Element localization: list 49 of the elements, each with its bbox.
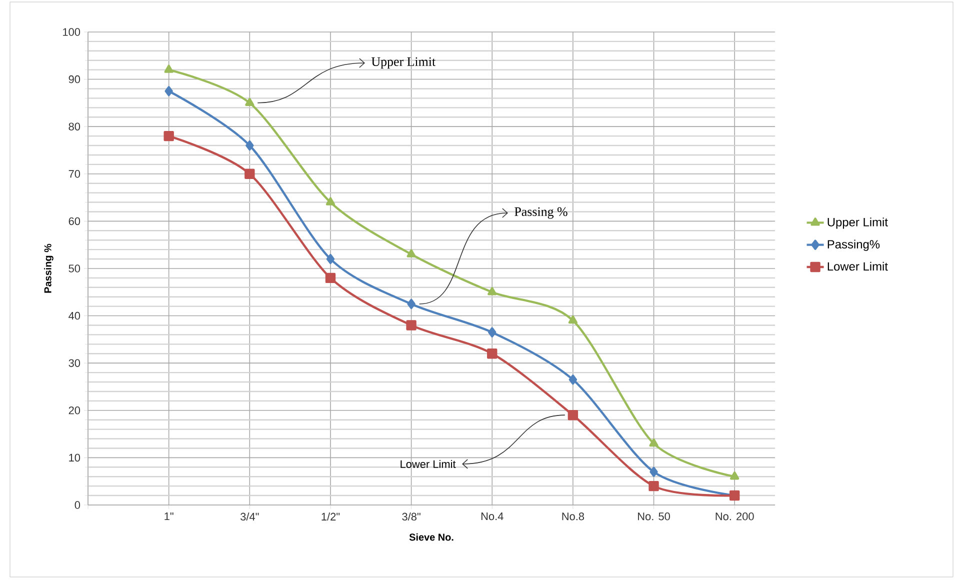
x-tick-label: 1"	[164, 512, 174, 520]
point	[650, 466, 658, 477]
y-tick-label: 10	[69, 454, 80, 462]
point	[568, 374, 578, 385]
point	[648, 480, 659, 492]
point	[407, 298, 416, 310]
point	[406, 249, 416, 258]
y-axis-title: Passing %	[44, 244, 54, 293]
y-tick-label: 0	[74, 501, 80, 509]
point	[406, 320, 416, 330]
y-tick-label: 100	[63, 28, 80, 36]
point	[730, 472, 740, 480]
point	[326, 254, 335, 264]
point	[568, 410, 578, 420]
point	[246, 140, 254, 151]
y-tick-label: 70	[68, 170, 80, 178]
point	[325, 272, 336, 284]
point	[245, 98, 254, 106]
point	[164, 86, 173, 96]
annotation: Passing %	[514, 207, 568, 219]
y-tick-label: 90	[68, 75, 80, 84]
point	[488, 327, 496, 338]
point	[487, 348, 498, 359]
legend-label: Lower Limit	[828, 262, 888, 271]
y-tick-label: 30	[68, 359, 80, 367]
x-tick-label: No.8	[562, 512, 584, 520]
y-tick-label: 80	[68, 122, 80, 130]
point	[649, 438, 658, 447]
point	[326, 197, 336, 206]
point	[164, 64, 174, 73]
x-tick-label: No. 50	[638, 512, 670, 520]
annotation: Lower Limit	[400, 460, 456, 468]
y-tick-label: 60	[68, 217, 80, 226]
point	[488, 287, 497, 296]
y-tick-label: 20	[68, 406, 80, 414]
x-tick-label: 3/4"	[240, 512, 259, 521]
x-tick-label: No. 200	[716, 512, 754, 520]
x-tick-label: No.4	[481, 512, 504, 520]
x-tick-label: 1/2"	[322, 512, 340, 521]
legend-label: Upper Limit	[828, 218, 888, 229]
annotation: Upper Limit	[371, 57, 436, 69]
point	[244, 168, 255, 179]
y-tick-label: 40	[68, 312, 80, 320]
x-tick-label: 3/8"	[402, 512, 420, 521]
x-axis-title: Sieve No.	[409, 533, 454, 541]
legend-label: Passing%	[828, 240, 880, 251]
y-tick-label: 50	[68, 264, 80, 272]
point	[164, 130, 174, 142]
point	[568, 315, 578, 324]
